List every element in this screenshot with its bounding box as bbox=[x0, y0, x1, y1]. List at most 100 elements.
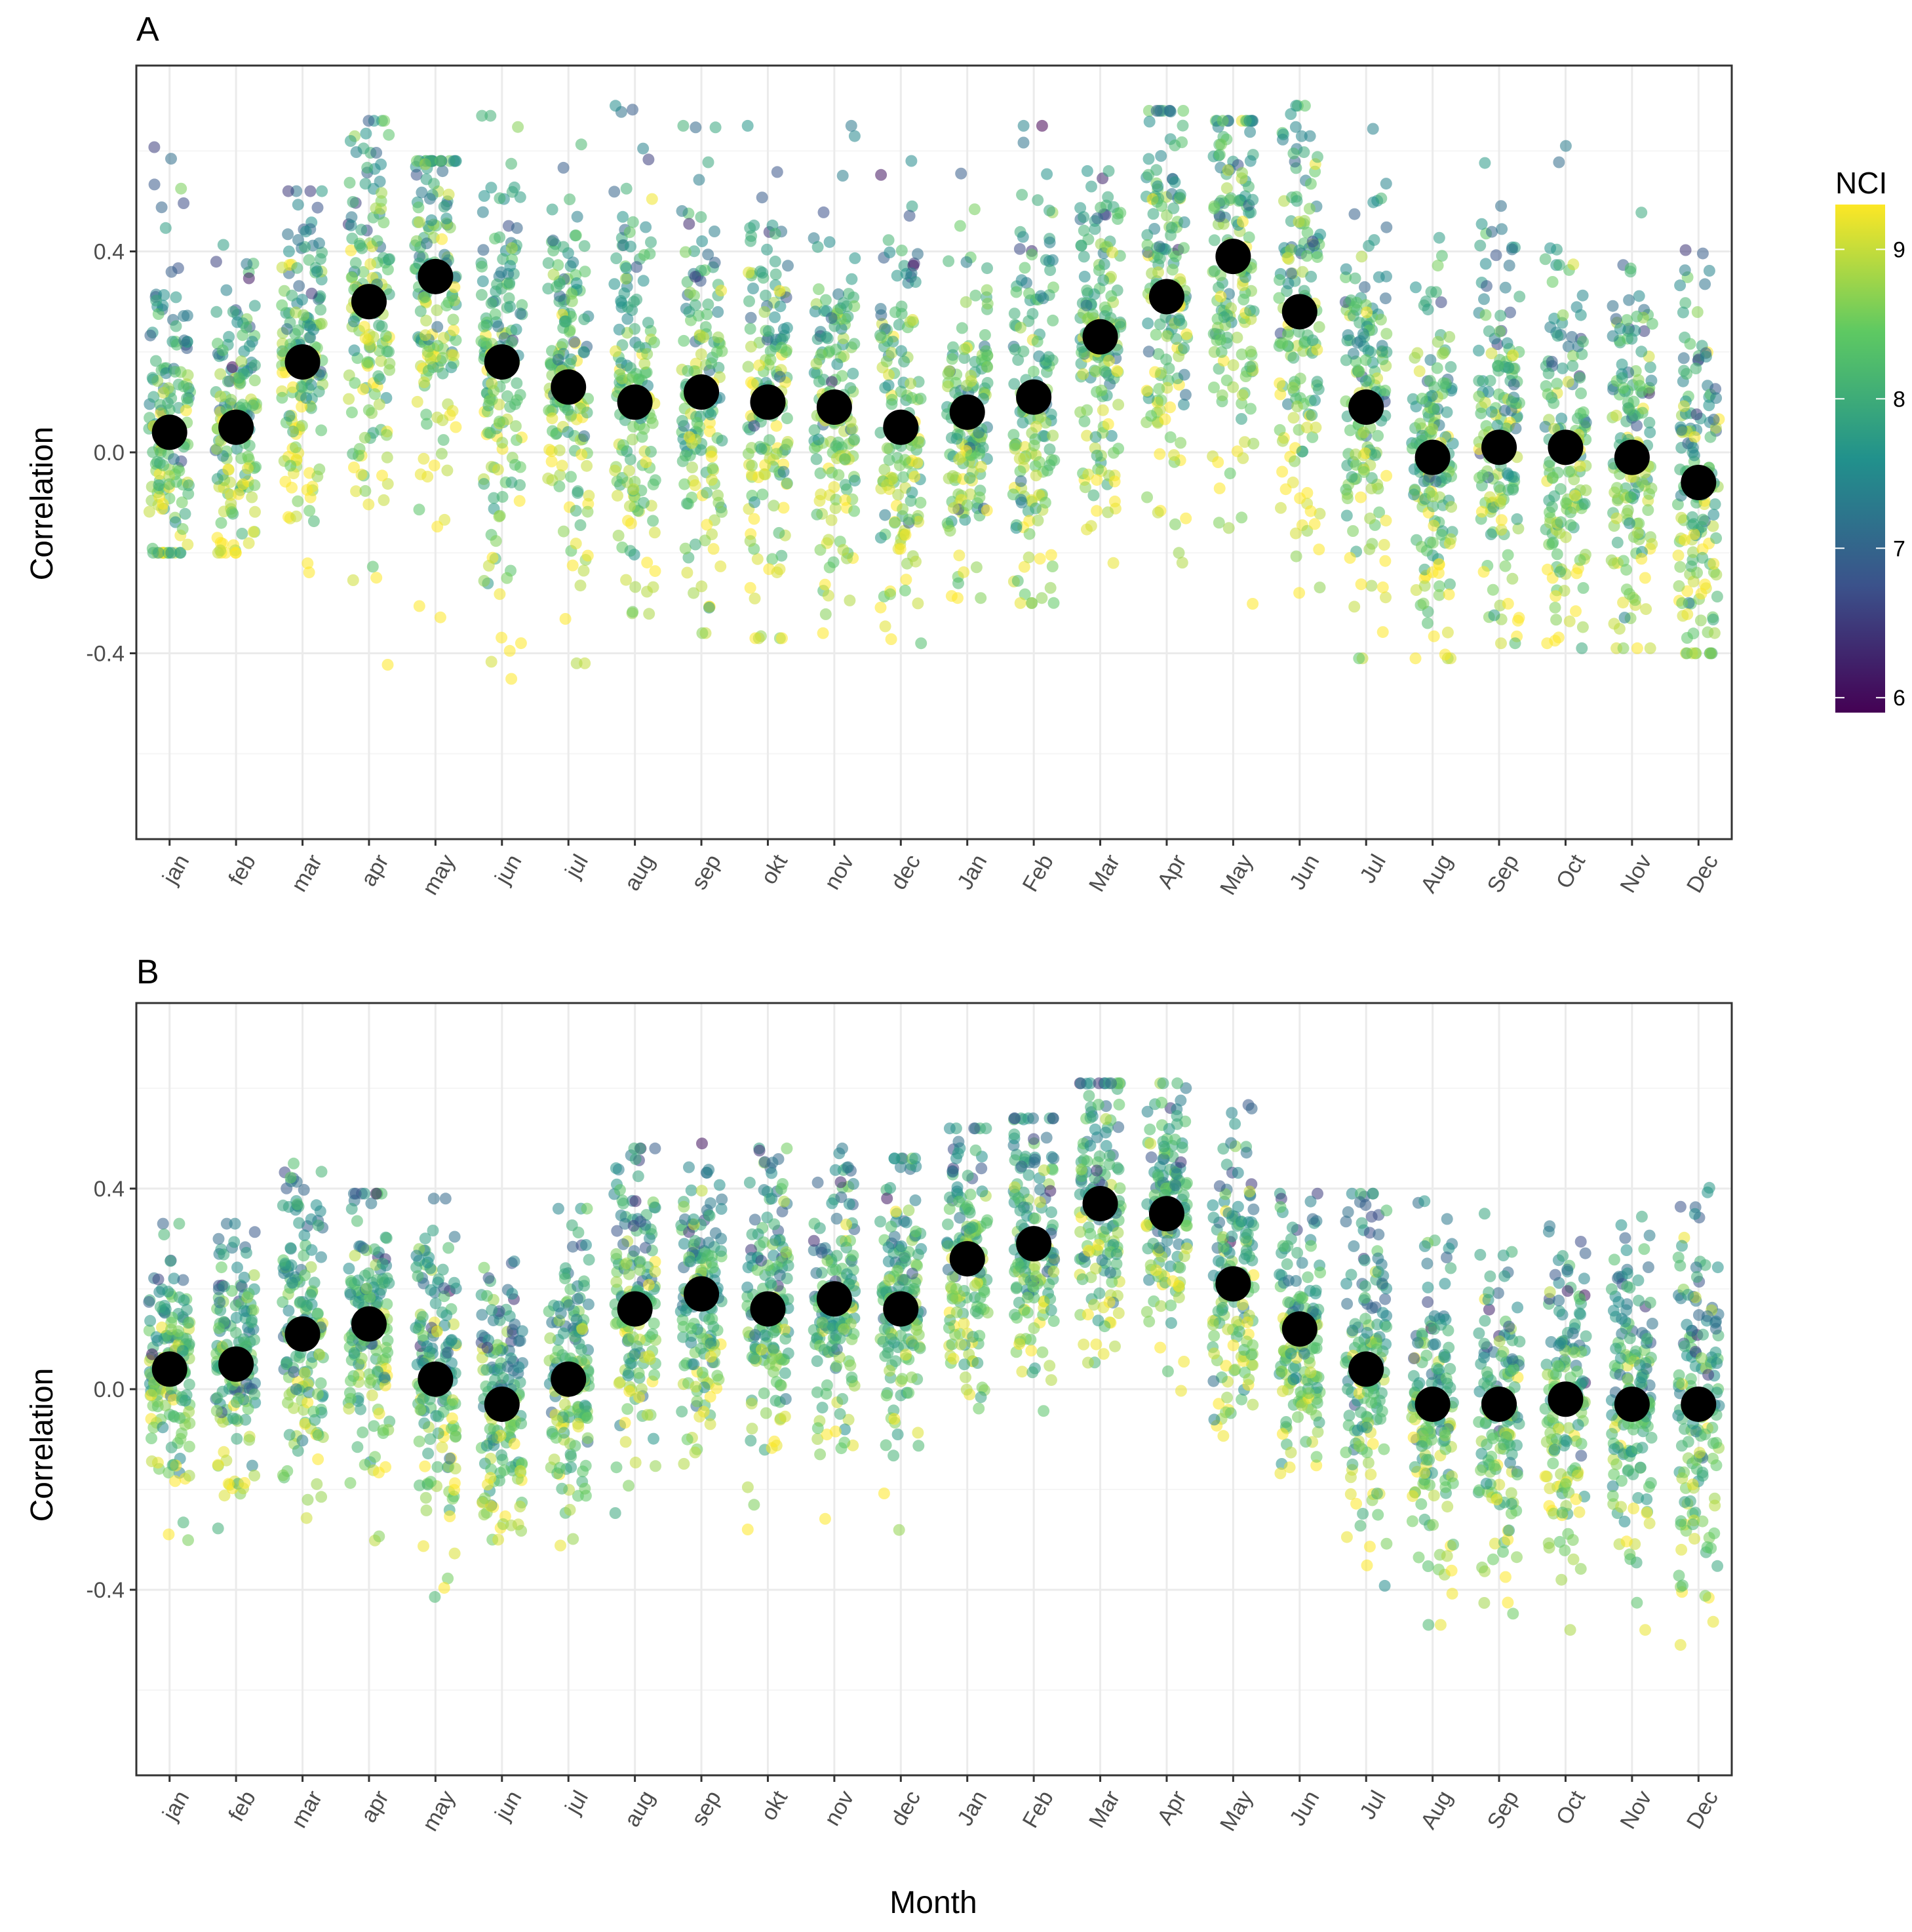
scatter-point bbox=[489, 1373, 501, 1386]
scatter-point bbox=[613, 323, 625, 336]
scatter-point bbox=[1379, 384, 1392, 397]
scatter-point bbox=[508, 1438, 520, 1450]
scatter-point bbox=[370, 147, 383, 159]
scatter-point bbox=[1237, 452, 1249, 464]
scatter-point bbox=[420, 1504, 433, 1516]
scatter-point bbox=[1142, 168, 1155, 181]
scatter-point bbox=[581, 505, 594, 518]
scatter-point bbox=[559, 1272, 572, 1284]
scatter-point bbox=[348, 462, 360, 473]
scatter-point bbox=[478, 478, 490, 490]
scatter-point bbox=[1673, 580, 1685, 592]
scatter-point bbox=[381, 1346, 394, 1358]
x-tick-label: feb bbox=[224, 850, 261, 890]
scatter-point bbox=[438, 201, 450, 213]
scatter-point bbox=[745, 469, 758, 481]
scatter-point bbox=[1445, 501, 1458, 513]
scatter-point bbox=[364, 258, 377, 270]
scatter-point bbox=[376, 469, 388, 482]
scatter-point bbox=[744, 222, 756, 234]
scatter-point bbox=[158, 1229, 170, 1240]
scatter-point bbox=[781, 477, 793, 490]
scatter-point bbox=[1616, 372, 1628, 384]
x-tick-label: Feb bbox=[1018, 850, 1059, 896]
scatter-point bbox=[760, 289, 771, 302]
scatter-point bbox=[1245, 345, 1257, 358]
scatter-point bbox=[293, 280, 305, 292]
scatter-point bbox=[886, 347, 898, 359]
scatter-point bbox=[1298, 214, 1311, 227]
scatter-point bbox=[162, 382, 174, 395]
scatter-point bbox=[558, 1398, 571, 1411]
scatter-point bbox=[553, 480, 566, 492]
scatter-point bbox=[1499, 281, 1512, 294]
mean-point bbox=[1614, 439, 1650, 475]
scatter-point bbox=[157, 498, 169, 510]
y-tick-label: -0.4 bbox=[86, 641, 125, 666]
x-tick-label: nov bbox=[819, 850, 859, 894]
scatter-point bbox=[210, 1405, 223, 1417]
scatter-point bbox=[315, 1251, 327, 1263]
scatter-point bbox=[309, 1414, 321, 1426]
scatter-point bbox=[1015, 475, 1027, 487]
scatter-point bbox=[947, 341, 959, 353]
scatter-point bbox=[1304, 505, 1317, 517]
scatter-point bbox=[678, 478, 691, 490]
scatter-point bbox=[1364, 512, 1376, 524]
scatter-point bbox=[1236, 216, 1249, 227]
scatter-point bbox=[900, 574, 912, 586]
scatter-point bbox=[1368, 234, 1380, 246]
scatter-point bbox=[631, 293, 643, 306]
scatter-point bbox=[436, 1441, 448, 1453]
scatter-point bbox=[1300, 250, 1313, 262]
scatter-point bbox=[230, 1396, 243, 1408]
scatter-point bbox=[434, 611, 446, 623]
scatter-point bbox=[640, 221, 652, 233]
scatter-point bbox=[1620, 564, 1633, 576]
scatter-point bbox=[702, 298, 714, 311]
scatter-point bbox=[623, 1385, 636, 1398]
scatter-point bbox=[291, 262, 303, 274]
scatter-point bbox=[1433, 231, 1445, 244]
scatter-point bbox=[840, 483, 853, 496]
scatter-point bbox=[1247, 598, 1259, 610]
scatter-point bbox=[1008, 307, 1021, 320]
scatter-point bbox=[1677, 306, 1689, 319]
scatter-point bbox=[909, 276, 922, 288]
scatter-point bbox=[239, 1477, 251, 1489]
scatter-point bbox=[1563, 615, 1576, 627]
scatter-point bbox=[376, 1257, 389, 1270]
scatter-point bbox=[1679, 534, 1691, 546]
scatter-point bbox=[216, 344, 229, 357]
scatter-point bbox=[617, 439, 629, 451]
scatter-point bbox=[1312, 151, 1323, 163]
scatter-point bbox=[1340, 354, 1352, 366]
scatter-point bbox=[1570, 605, 1582, 618]
scatter-point bbox=[182, 1534, 194, 1547]
scatter-point bbox=[1576, 642, 1588, 654]
scatter-point bbox=[235, 355, 248, 368]
scatter-point bbox=[1169, 250, 1182, 263]
scatter-point bbox=[827, 556, 840, 568]
scatter-point bbox=[248, 1469, 261, 1482]
scatter-point bbox=[1141, 229, 1154, 241]
scatter-point bbox=[431, 521, 444, 533]
scatter-point bbox=[351, 1215, 363, 1227]
scatter-point bbox=[169, 1475, 182, 1488]
scatter-point bbox=[1635, 553, 1648, 565]
scatter-point bbox=[1578, 498, 1591, 510]
scatter-point bbox=[1017, 136, 1030, 149]
scatter-point bbox=[312, 1453, 324, 1465]
scatter-point bbox=[620, 182, 633, 195]
scatter-point bbox=[290, 510, 302, 522]
scatter-point bbox=[1247, 437, 1260, 450]
scatter-point bbox=[1308, 518, 1321, 530]
scatter-point bbox=[1552, 631, 1565, 644]
scatter-point bbox=[1709, 498, 1721, 511]
scatter-point bbox=[178, 310, 190, 322]
scatter-point bbox=[637, 275, 650, 287]
scatter-point bbox=[1624, 262, 1637, 275]
scatter-point bbox=[1289, 527, 1302, 540]
scatter-point bbox=[946, 353, 958, 365]
scatter-point bbox=[1103, 355, 1115, 367]
